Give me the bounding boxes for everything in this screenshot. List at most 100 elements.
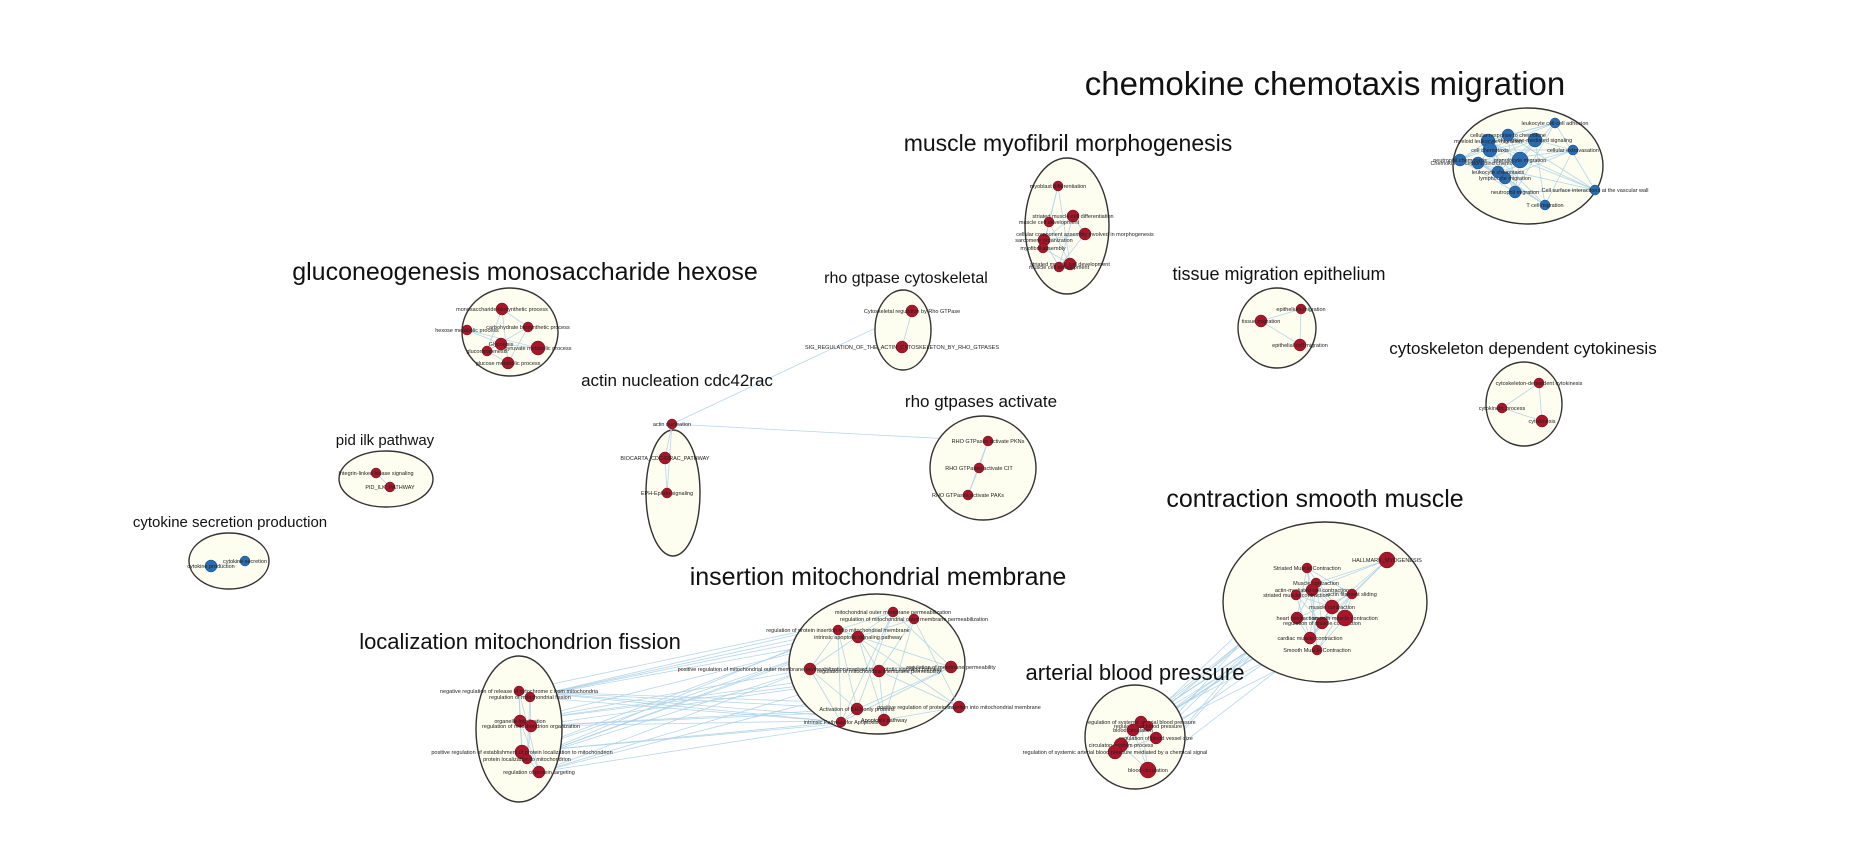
node-circle[interactable] [982, 435, 994, 447]
gene-set-node[interactable]: regulation of muscle contraction [1283, 616, 1361, 630]
node-circle[interactable] [658, 451, 672, 465]
gene-set-node[interactable]: Smooth Muscle Contraction [1283, 644, 1351, 656]
node-circle[interactable] [370, 467, 382, 479]
gene-set-node[interactable]: muscle contraction [1309, 599, 1355, 615]
node-circle[interactable] [1142, 720, 1154, 732]
node-circle[interactable] [1511, 151, 1529, 169]
node-circle[interactable] [895, 340, 909, 354]
gene-set-node[interactable]: tissue migration [1242, 314, 1281, 328]
gene-set-node[interactable]: regulation of mitochondrial outer membra… [840, 613, 988, 625]
gene-set-node[interactable]: cytokinesis [1529, 414, 1556, 428]
gene-set-node[interactable]: hexose metabolic process [435, 324, 499, 336]
node-circle[interactable] [522, 321, 534, 333]
node-circle[interactable] [905, 304, 919, 318]
node-circle[interactable] [1043, 216, 1055, 228]
node-circle[interactable] [1539, 199, 1551, 211]
gene-set-node[interactable]: regulation of protein targeting [503, 765, 575, 779]
gene-set-node[interactable]: heart contraction [1277, 611, 1318, 625]
gene-set-node[interactable]: cellular response to chemokine [1470, 128, 1546, 142]
gene-set-node[interactable]: cellular component assembly involved in … [1016, 227, 1154, 241]
gene-set-node[interactable]: T cell migration [1526, 199, 1564, 211]
gene-set-node[interactable]: regulation of mitochondrial fission [489, 691, 571, 703]
node-circle[interactable] [524, 691, 536, 703]
node-circle[interactable] [1311, 644, 1323, 656]
node-circle[interactable] [204, 559, 218, 573]
gene-set-node[interactable]: Striated Muscle Contraction [1273, 562, 1341, 574]
gene-set-node[interactable]: HALLMARK_MYOGENESIS [1352, 551, 1422, 569]
gene-set-node[interactable]: regulation of membrane permeability [906, 660, 996, 674]
node-circle[interactable] [1107, 744, 1123, 760]
gene-set-node[interactable]: epithelial cell migration [1272, 338, 1328, 352]
gene-set-node[interactable]: Cell surface interactions at the vascula… [1542, 184, 1649, 196]
gene-set-node[interactable]: neutrophil chemotaxis [1433, 153, 1487, 167]
node-circle[interactable] [850, 702, 864, 716]
node-circle[interactable] [1527, 132, 1543, 148]
gene-set-node[interactable]: Glycolysis [489, 337, 514, 351]
gene-set-node[interactable]: cytoskeleton-dependent cytokinesis [1496, 377, 1583, 389]
node-circle[interactable] [481, 345, 493, 357]
gene-set-node[interactable]: regulation of mitochondrion organization [482, 719, 580, 733]
gene-set-node[interactable]: RHO GTPases activate PAKs [932, 489, 1004, 501]
gene-set-node[interactable]: chemokine-mediated signaling [1498, 132, 1572, 148]
node-circle[interactable] [1535, 414, 1549, 428]
node-circle[interactable] [1139, 761, 1157, 779]
gene-set-node[interactable]: protein localization to mitochondrion [483, 753, 571, 765]
gene-set-node[interactable]: organelle localization [494, 714, 546, 728]
node-circle[interactable] [887, 606, 899, 618]
gene-set-node[interactable]: cardiac muscle contraction [1277, 631, 1343, 645]
node-circle[interactable] [513, 714, 527, 728]
node-circle[interactable] [1305, 583, 1319, 597]
node-circle[interactable] [962, 489, 974, 501]
node-circle[interactable] [1501, 128, 1515, 142]
node-circle[interactable] [384, 481, 396, 493]
gene-set-node[interactable]: striated muscle cell differentiation [1032, 209, 1114, 223]
gene-set-node[interactable]: Chemokine receptors bind chemokines [1430, 156, 1526, 170]
node-circle[interactable] [1063, 257, 1077, 271]
gene-set-node[interactable]: myofibril assembly [1020, 242, 1066, 254]
node-circle[interactable] [1254, 314, 1268, 328]
gene-set-node[interactable]: monosaccharide biosynthetic process [456, 302, 548, 316]
node-circle[interactable] [524, 719, 538, 733]
gene-set-node[interactable]: blood circulation [1113, 723, 1153, 737]
node-circle[interactable] [1052, 180, 1064, 192]
gene-set-node[interactable]: actin-mediated cell contraction [1275, 583, 1349, 597]
node-circle[interactable] [1303, 631, 1317, 645]
node-circle[interactable] [1149, 731, 1163, 745]
node-circle[interactable] [877, 713, 891, 727]
gene-set-node[interactable]: blood circulation [1128, 761, 1168, 779]
gene-set-node[interactable]: regulation of systemic arterial blood pr… [1023, 744, 1208, 760]
node-circle[interactable] [835, 716, 847, 728]
gene-set-node[interactable]: regulation of protein insertion into mit… [766, 624, 910, 636]
node-circle[interactable] [803, 662, 817, 676]
node-circle[interactable] [532, 765, 546, 779]
gene-set-node[interactable]: cytokine secretion [223, 555, 267, 567]
gene-set-node[interactable]: striated muscle contraction [1263, 589, 1329, 601]
gene-set-node[interactable]: carbohydrate biosynthetic process [486, 321, 570, 333]
gene-set-node[interactable]: EPH-Ephrin signaling [641, 487, 693, 499]
node-circle[interactable] [521, 753, 533, 765]
gene-set-node[interactable]: gluconeogenesis [466, 345, 508, 357]
node-circle[interactable] [501, 356, 515, 370]
node-circle[interactable] [666, 418, 678, 430]
node-circle[interactable] [1346, 588, 1358, 600]
gene-set-node[interactable]: regulation of mitochondrial membrane per… [817, 664, 941, 678]
gene-set-node[interactable]: mitochondrial outer membrane permeabiliz… [835, 606, 951, 618]
node-circle[interactable] [1324, 599, 1340, 615]
gene-set-node[interactable]: cytokine production [187, 559, 235, 573]
gene-set-node[interactable]: positive regulation of protein insertion… [877, 700, 1041, 714]
gene-set-node[interactable]: myoblast differentiation [1030, 180, 1086, 192]
node-circle[interactable] [1037, 242, 1049, 254]
node-circle[interactable] [494, 337, 508, 351]
node-circle[interactable] [1482, 142, 1498, 158]
node-circle[interactable] [1126, 723, 1140, 737]
gene-set-node[interactable]: Cytoskeletal regulation by Rho GTPase [864, 304, 960, 318]
node-circle[interactable] [1290, 589, 1302, 601]
node-circle[interactable] [908, 613, 920, 625]
node-circle[interactable] [1567, 144, 1579, 156]
gene-set-node[interactable]: negative regulation of release of cytoch… [440, 685, 599, 697]
gene-set-node[interactable]: SIG_REGULATION_OF_THE_ACTIN_CYTOSKELETON… [805, 340, 999, 354]
gene-set-node[interactable]: Apoptosis pathway [861, 713, 907, 727]
gene-set-node[interactable]: glucose metabolic process [476, 356, 541, 370]
node-circle[interactable] [1053, 261, 1065, 273]
node-circle[interactable] [1508, 185, 1522, 199]
